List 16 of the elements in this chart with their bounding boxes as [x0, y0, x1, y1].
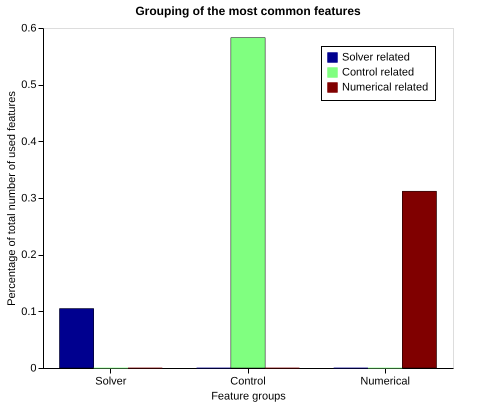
y-tick-label: 0.1 [21, 306, 36, 318]
y-axis-title: Percentage of total number of used features [6, 90, 18, 306]
y-tick-label: 0.4 [21, 136, 36, 148]
x-tick-label: Control [230, 376, 266, 388]
legend-label: Solver related [342, 52, 410, 64]
chart-title: Grouping of the most common features [135, 4, 361, 18]
y-tick-label: 0.2 [21, 249, 36, 262]
y-tick-label: 0.6 [21, 22, 36, 34]
y-tick-label: 0.3 [21, 192, 36, 204]
legend-label: Control related [342, 66, 414, 78]
y-tick-label: 0.5 [21, 79, 36, 92]
y-tick-label: 0 [30, 362, 36, 374]
legend-label: Numerical related [342, 82, 428, 94]
x-tick-label: Numerical [360, 376, 410, 388]
x-tick-label: Solver [95, 376, 127, 388]
x-axis-title: Feature groups [211, 390, 286, 402]
